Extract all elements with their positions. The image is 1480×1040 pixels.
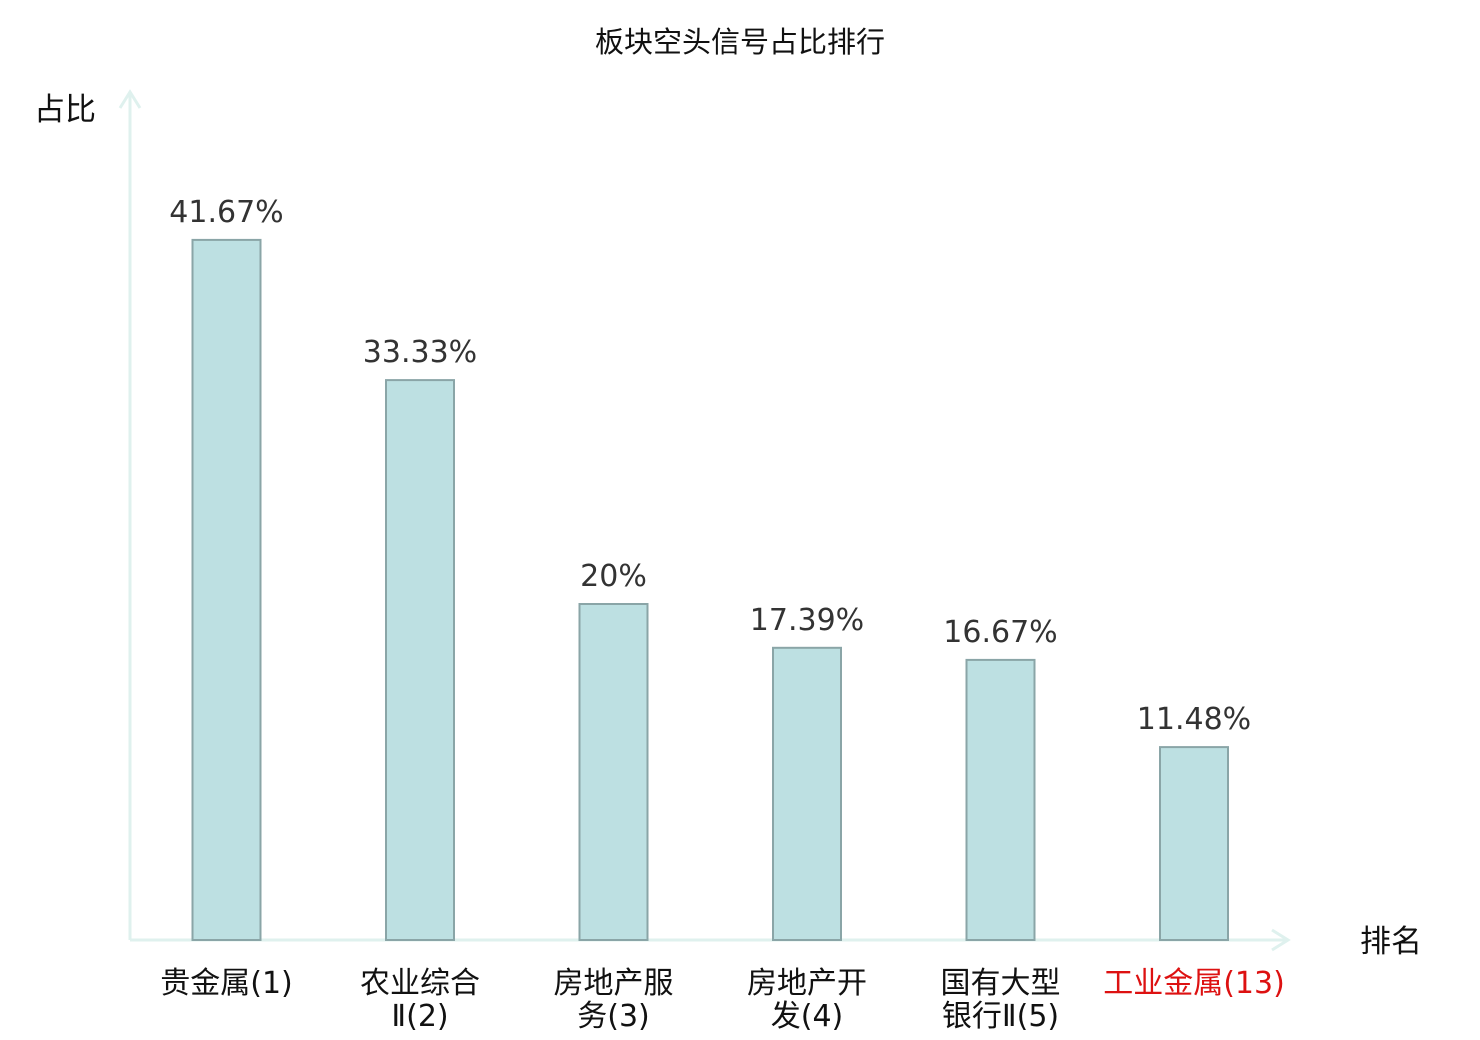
bar-4 — [772, 646, 842, 941]
bar-5 — [965, 658, 1036, 942]
x-axis-arrow — [1271, 928, 1291, 952]
category-label-1-line-1: 贵金属(1) — [160, 966, 293, 1001]
bar-1 — [191, 238, 262, 941]
value-label-4: 17.39% — [750, 603, 864, 638]
value-label-6: 11.48% — [1137, 702, 1251, 737]
category-label-2-line-2: Ⅱ(2) — [391, 999, 448, 1034]
value-labels-group: 41.67% 33.33% 20% 17.39% 16.67% 11.48% — [169, 195, 1251, 737]
category-label-3-line-2: 务(3) — [577, 999, 650, 1034]
bar-3 — [578, 603, 649, 941]
category-label-4-line-1: 房地产开 — [747, 966, 867, 1001]
category-label-6-line-1: 工业金属(13) — [1103, 966, 1285, 1001]
y-axis-arrow — [118, 89, 142, 109]
category-label-4-line-2: 发(4) — [771, 999, 844, 1034]
chart-title: 板块空头信号占比排行 — [595, 25, 885, 59]
value-label-2: 33.33% — [363, 335, 477, 370]
value-label-3: 20% — [580, 559, 647, 594]
category-label-5-line-1: 国有大型 — [941, 966, 1061, 1001]
category-label-3-line-1: 房地产服 — [554, 966, 674, 1001]
value-label-1: 41.67% — [169, 195, 283, 230]
value-label-5: 16.67% — [943, 615, 1057, 650]
category-label-2-line-1: 农业综合 — [360, 966, 480, 1001]
bars-group — [191, 238, 1229, 942]
bar-6 — [1159, 746, 1229, 941]
category-label-5-line-2: 银行Ⅱ(5) — [942, 999, 1059, 1034]
x-axis-label: 排名 — [1360, 924, 1422, 960]
y-axis-label: 占比 — [34, 92, 96, 128]
bar-2 — [385, 379, 455, 942]
